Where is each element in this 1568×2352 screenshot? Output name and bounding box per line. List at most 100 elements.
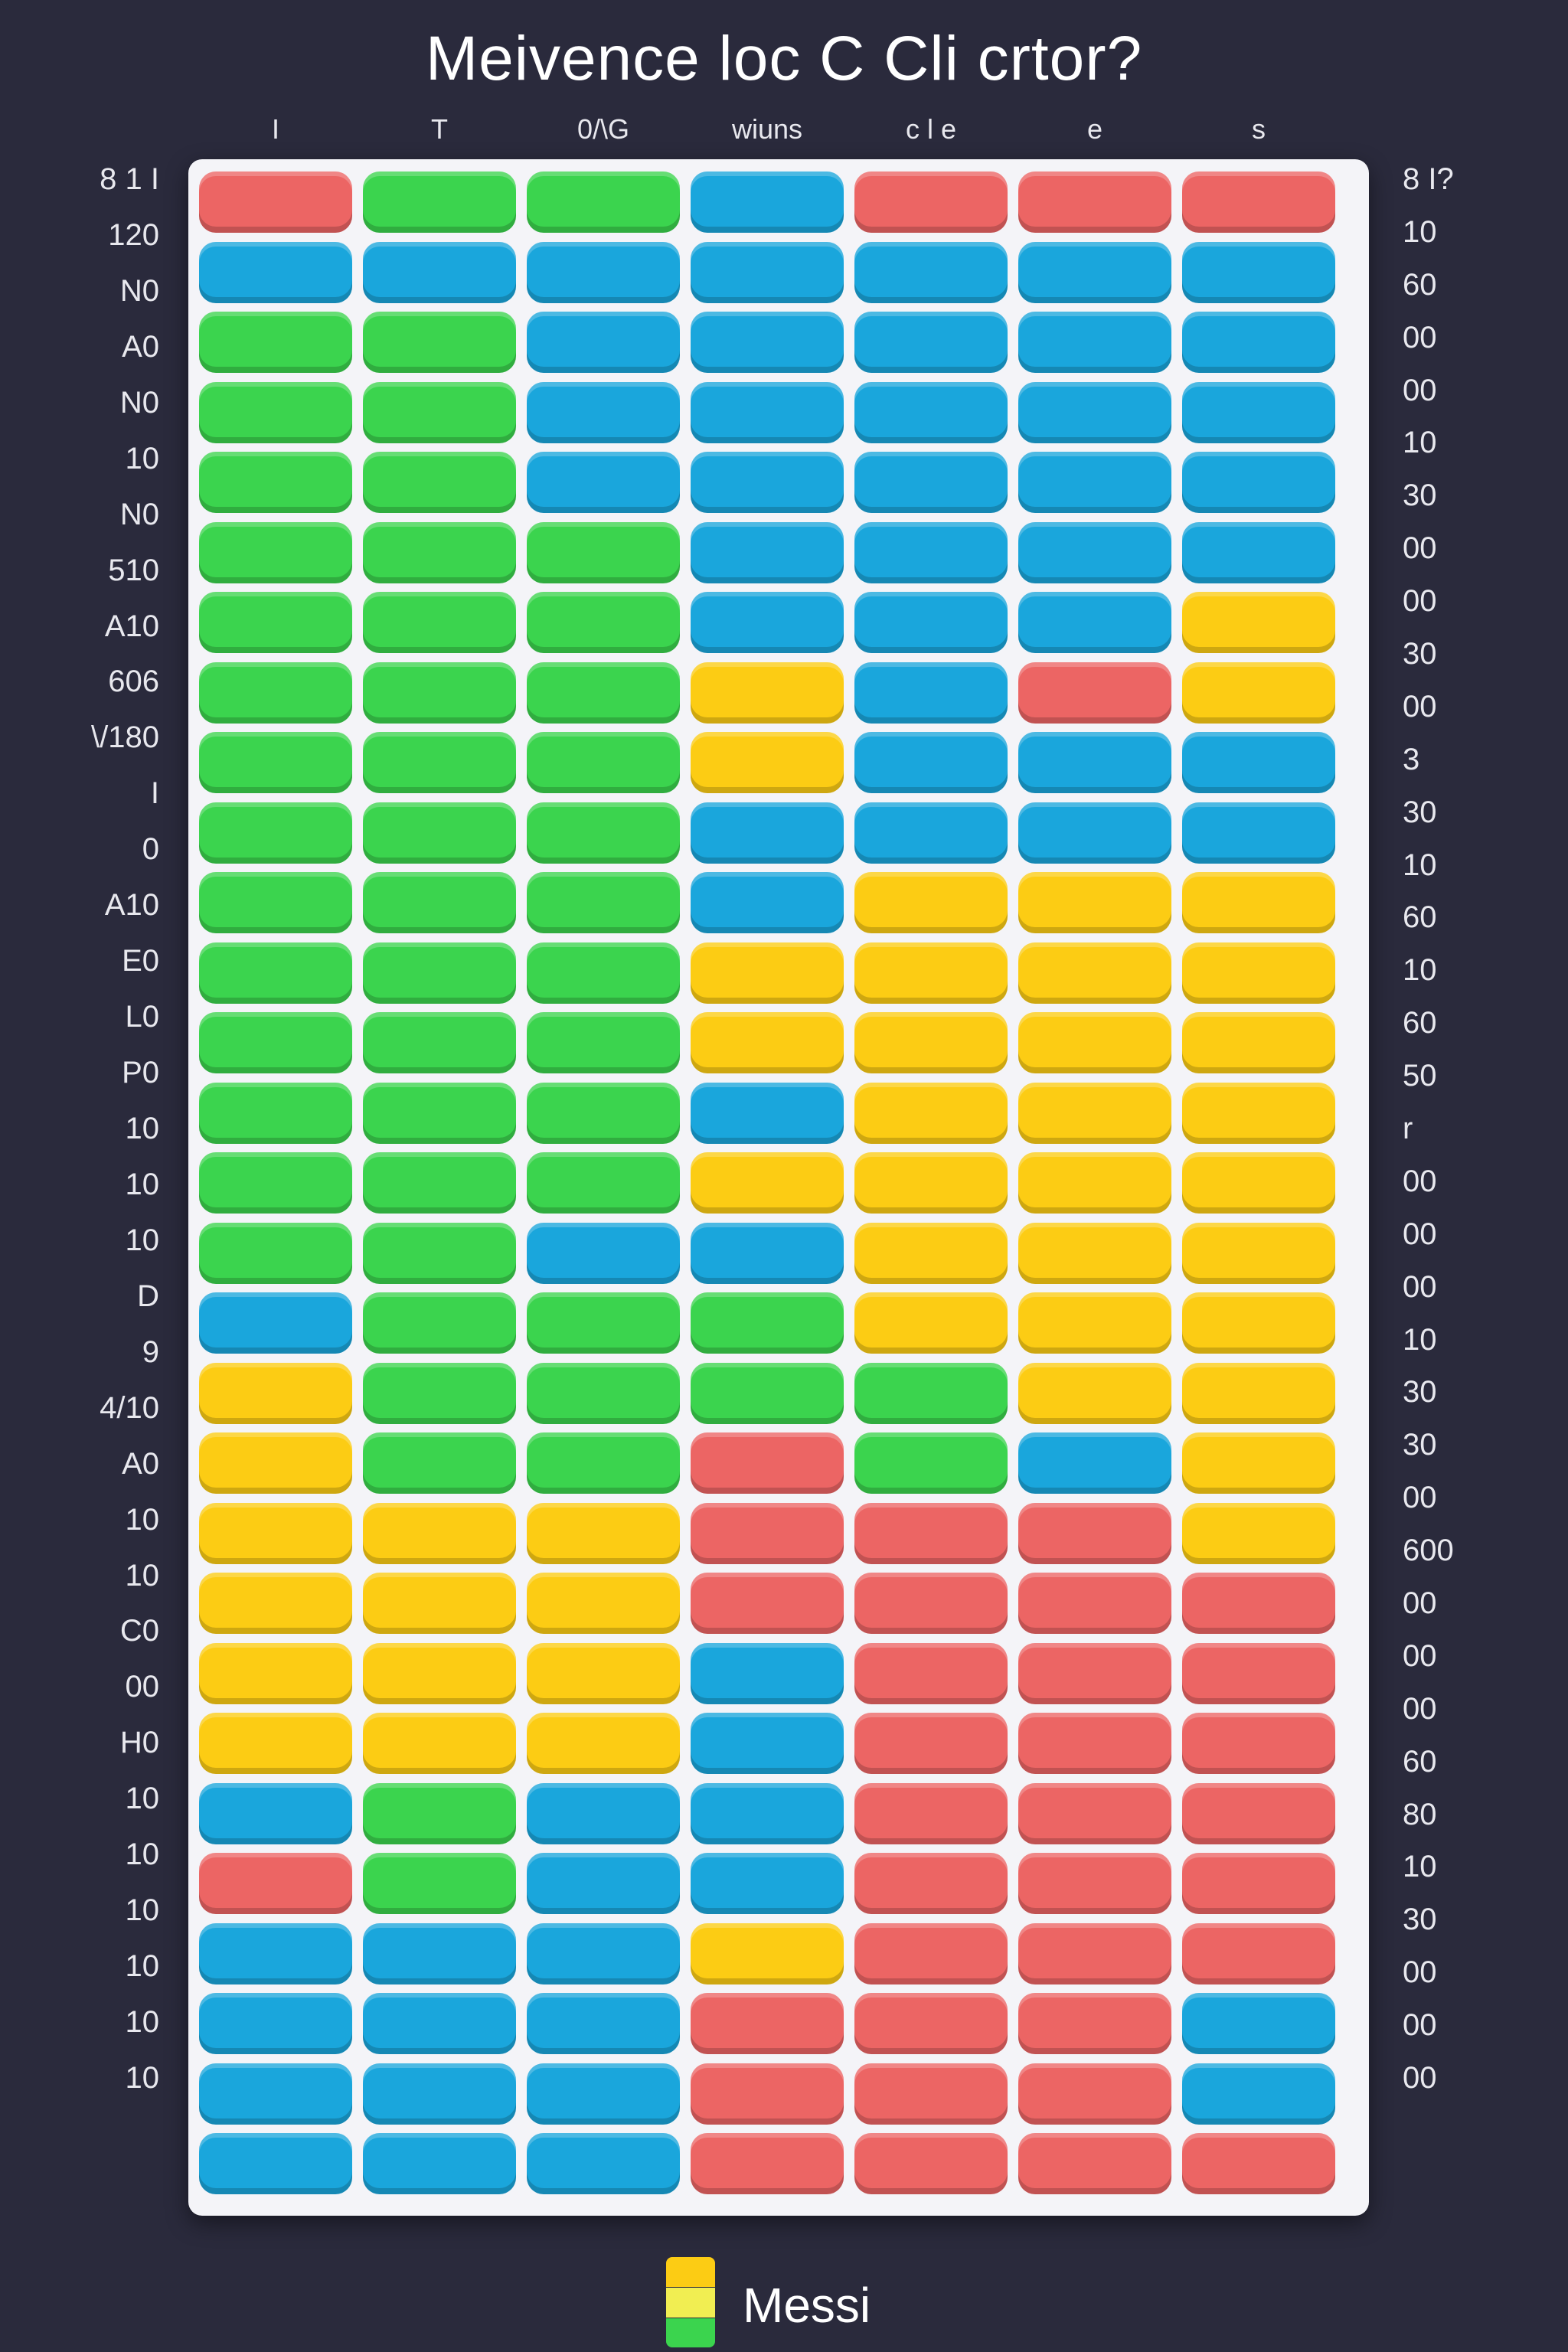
heatmap-cell: [1182, 172, 1335, 233]
heatmap-cell: [854, 872, 1008, 933]
left-tick-label: 10: [125, 442, 160, 475]
heatmap-cell: [854, 1853, 1008, 1914]
left-tick-label: A10: [104, 609, 159, 643]
heatmap-cell: [691, 1222, 844, 1284]
heatmap-cell: [363, 1782, 516, 1844]
heatmap-cell: [854, 241, 1008, 303]
column-label: e: [1086, 113, 1103, 145]
heatmap-cell: [527, 592, 680, 653]
heatmap-cell: [363, 1012, 516, 1073]
right-tick-label: 00: [1403, 1165, 1437, 1198]
right-tick-label: 60: [1403, 1006, 1437, 1040]
heatmap-cell: [363, 732, 516, 793]
heatmap-cell: [691, 1642, 844, 1704]
chart-title: Meivence loc C Cli crtor?: [425, 24, 1143, 93]
right-tick-label: 10: [1403, 215, 1437, 249]
heatmap-cell: [363, 1713, 516, 1774]
heatmap-cell: [691, 1362, 844, 1424]
heatmap-cell: [363, 1642, 516, 1704]
heatmap-cell: [854, 1292, 1008, 1354]
heatmap-cell: [1182, 1222, 1335, 1284]
heatmap-cell: [1182, 312, 1335, 373]
heatmap-cell: [363, 1502, 516, 1564]
right-tick-label: 00: [1403, 1481, 1437, 1514]
right-tick-label: 50: [1403, 1059, 1437, 1093]
heatmap-cell: [527, 452, 680, 513]
heatmap-cell: [527, 312, 680, 373]
heatmap-cell: [199, 241, 352, 303]
heatmap-cell: [691, 872, 844, 933]
heatmap-cell: [691, 1502, 844, 1564]
legend-swatch-band: [666, 2318, 715, 2347]
heatmap-cell: [1018, 172, 1171, 233]
left-tick-label: A0: [122, 330, 159, 364]
right-tick-label: 30: [1403, 479, 1437, 512]
column-label: 0/\G: [577, 113, 630, 145]
heatmap-cell: [854, 312, 1008, 373]
left-tick-label: H0: [119, 1726, 159, 1759]
heatmap-cell: [691, 241, 844, 303]
right-tick-label: 00: [1403, 1639, 1437, 1673]
left-tick-label: 10: [125, 1112, 160, 1145]
left-tick-label: 9: [142, 1335, 159, 1369]
heatmap-cell: [1182, 1922, 1335, 1984]
heatmap-cell: [527, 1152, 680, 1214]
right-tick-label: 00: [1403, 1692, 1437, 1726]
right-tick-label: 80: [1403, 1798, 1437, 1831]
left-tick-label: 10: [125, 1223, 160, 1257]
left-tick-label: L0: [125, 1000, 160, 1034]
heatmap-cell: [527, 1362, 680, 1424]
heatmap-cell: [199, 1222, 352, 1284]
heatmap-cell: [199, 1993, 352, 2054]
left-tick-label: C0: [119, 1614, 159, 1648]
heatmap-cell: [691, 1082, 844, 1144]
heatmap-cell: [691, 381, 844, 443]
heatmap-cell: [363, 1222, 516, 1284]
heatmap-cell: [363, 2133, 516, 2194]
heatmap-cell: [1018, 1853, 1171, 1914]
heatmap-cell: [527, 1012, 680, 1073]
left-tick-label: N0: [119, 498, 159, 531]
heatmap-cell: [691, 1152, 844, 1214]
heatmap-cell: [527, 1782, 680, 1844]
legend-swatch-band: [666, 2257, 715, 2287]
left-tick-label: D: [137, 1279, 159, 1313]
heatmap-cell: [1018, 1502, 1171, 1564]
heatmap-cell: [854, 381, 1008, 443]
heatmap-cell: [199, 592, 352, 653]
heatmap-cell: [199, 2133, 352, 2194]
left-tick-label: E0: [122, 944, 159, 978]
heatmap-cell: [199, 521, 352, 583]
heatmap-cell: [1018, 1922, 1171, 1984]
left-tick-label: 0: [142, 832, 159, 866]
heatmap-cell: [854, 521, 1008, 583]
heatmap-cell: [691, 521, 844, 583]
heatmap-cell: [363, 1292, 516, 1354]
heatmap-cell: [1018, 1152, 1171, 1214]
heatmap-cell: [1018, 662, 1171, 724]
heatmap-cell: [363, 2063, 516, 2125]
heatmap-cell: [199, 1292, 352, 1354]
heatmap-cell: [691, 1853, 844, 1914]
heatmap-cell: [1018, 1642, 1171, 1704]
heatmap-cell: [1182, 1782, 1335, 1844]
left-tick-label: 10: [125, 2061, 160, 2095]
heatmap-cell: [363, 592, 516, 653]
heatmap-cell: [527, 1292, 680, 1354]
heatmap-cell: [1018, 802, 1171, 864]
heatmap-cell: [527, 732, 680, 793]
heatmap-cell: [527, 872, 680, 933]
heatmap-cell: [691, 732, 844, 793]
column-label: T: [431, 113, 448, 145]
column-label: I: [271, 113, 279, 145]
heatmap-cell: [854, 592, 1008, 653]
heatmap-cell: [363, 1573, 516, 1634]
heatmap-cell: [854, 1782, 1008, 1844]
heatmap-cell: [363, 1362, 516, 1424]
heatmap-cell: [527, 942, 680, 1004]
heatmap-cell: [691, 1573, 844, 1634]
left-tick-label: 4/10: [100, 1391, 159, 1425]
heatmap-cell: [854, 1573, 1008, 1634]
heatmap-cell: [854, 172, 1008, 233]
left-tick-label: 10: [125, 1559, 160, 1592]
